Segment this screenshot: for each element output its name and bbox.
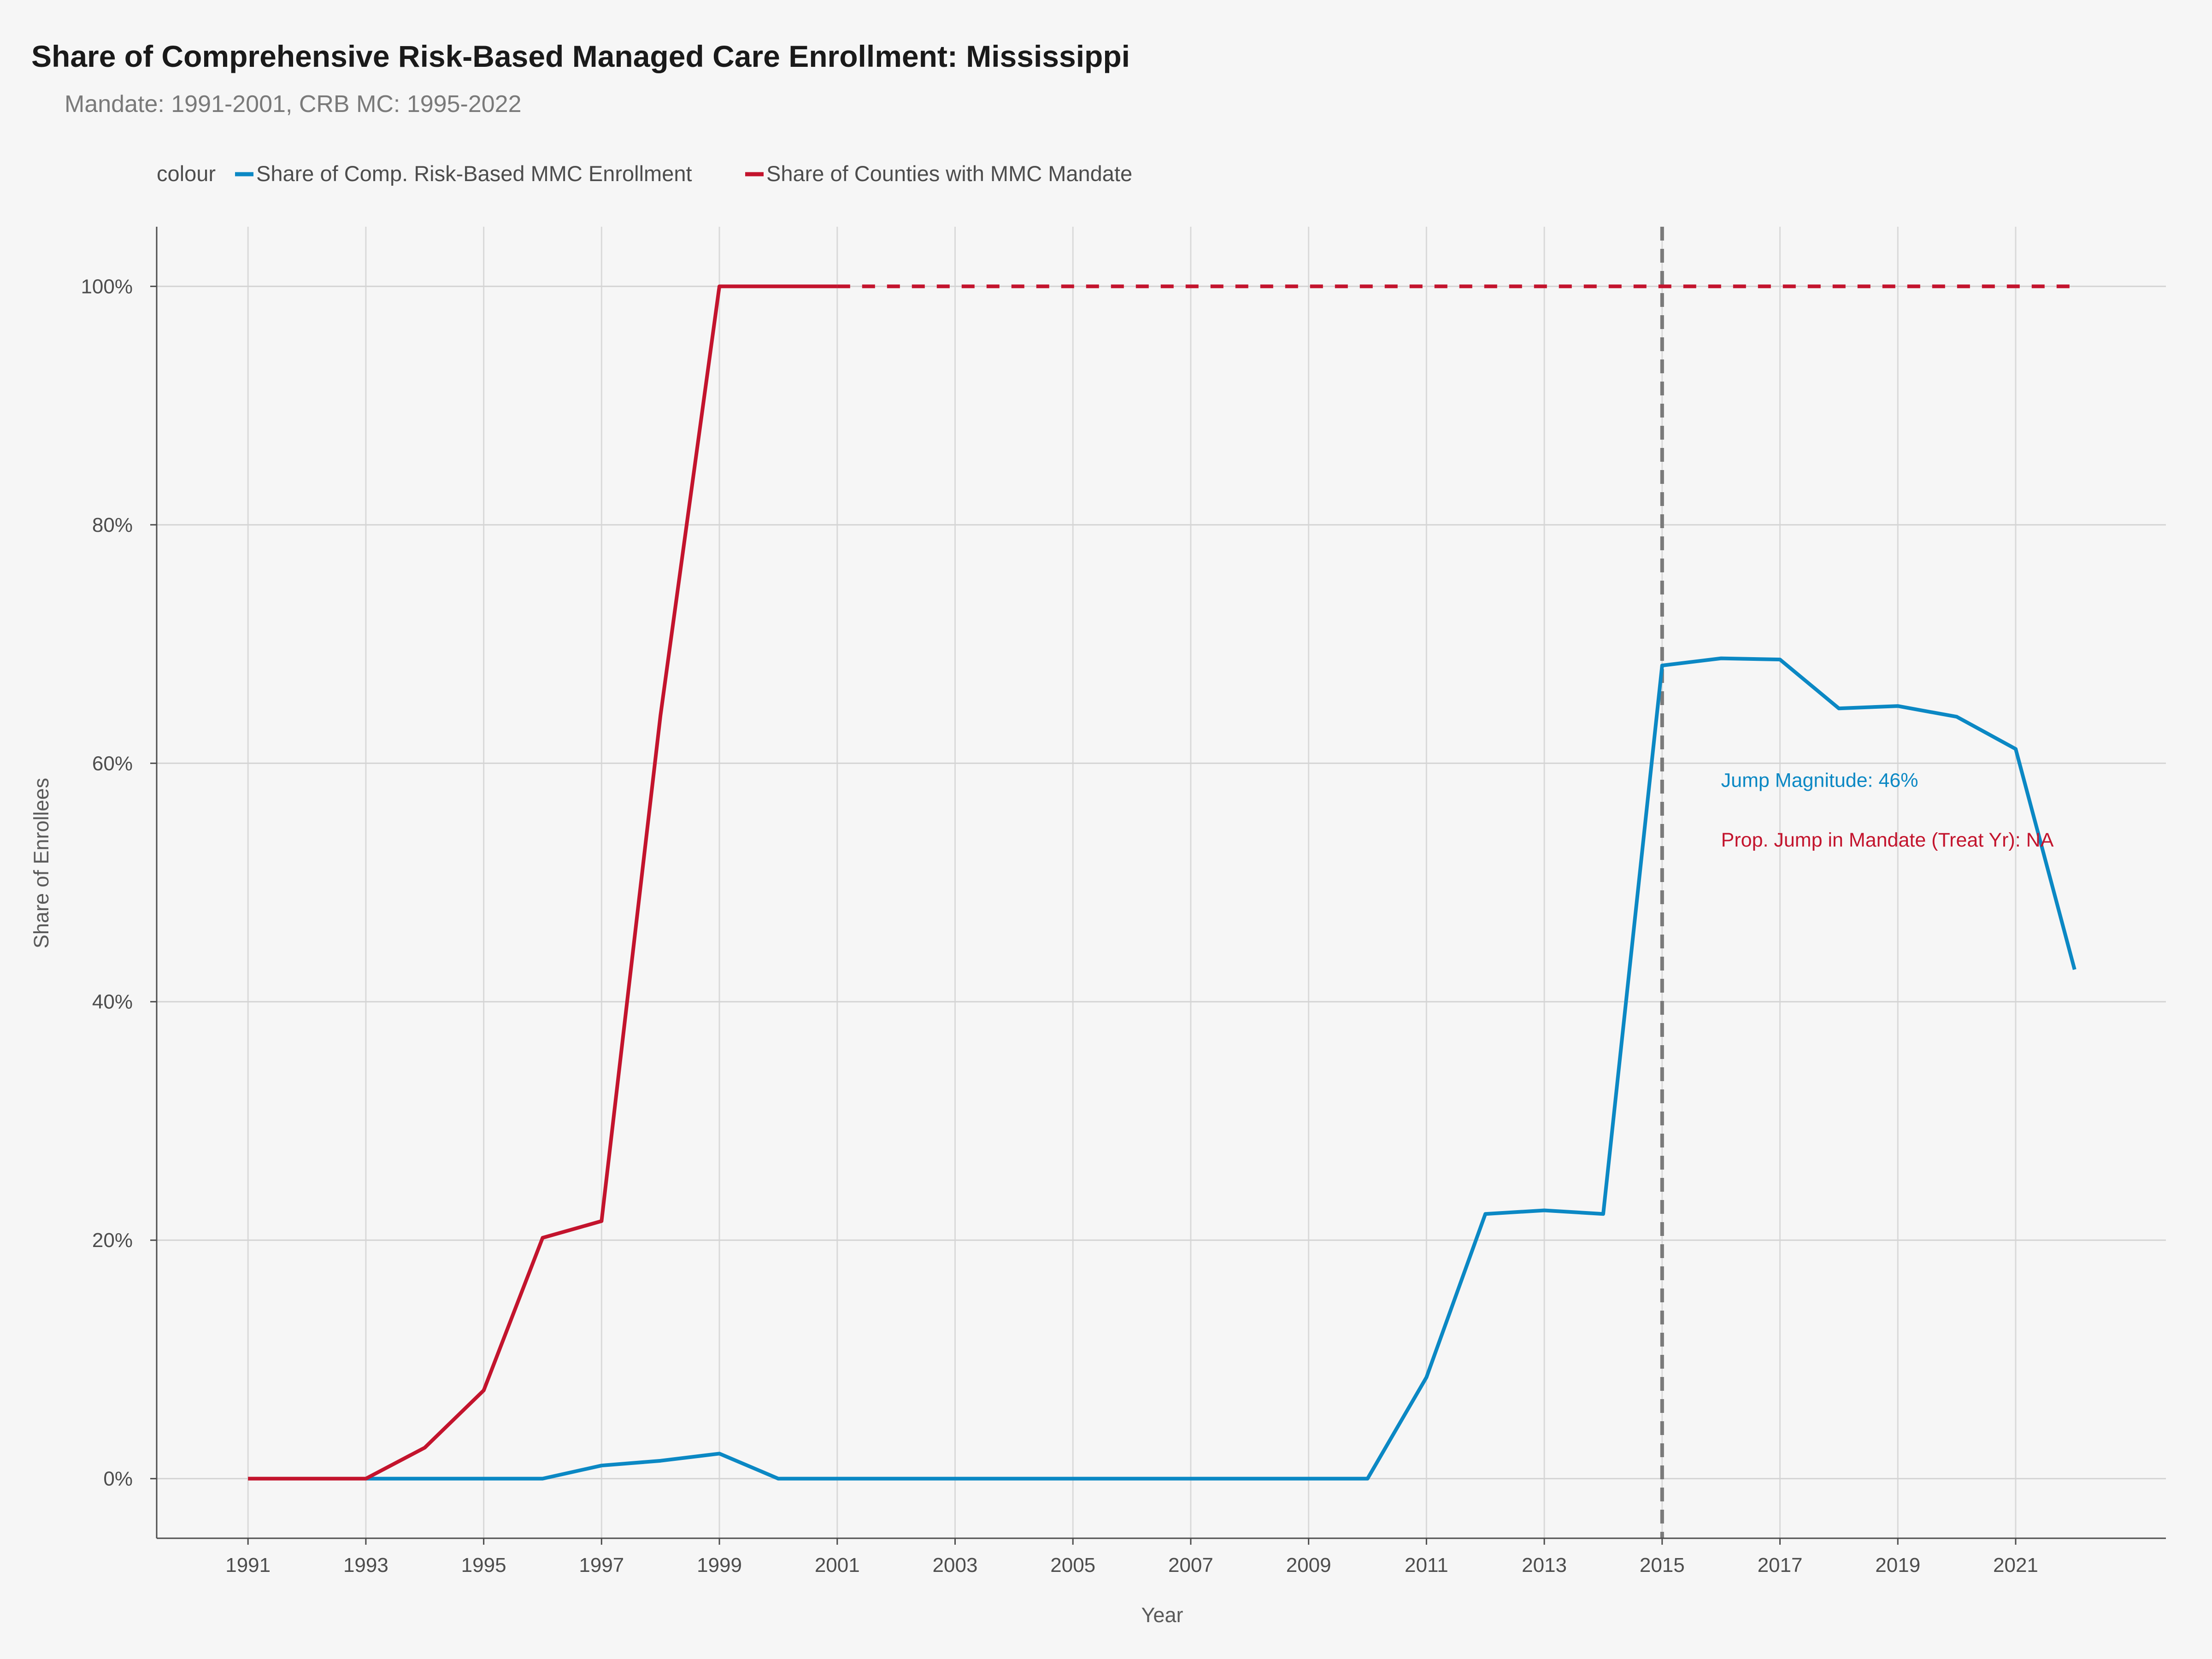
chart-title: Share of Comprehensive Risk-Based Manage…: [31, 39, 1130, 73]
x-tick-label: 1991: [225, 1554, 271, 1577]
x-tick-label: 2003: [933, 1554, 978, 1577]
x-tick-label: 2009: [1286, 1554, 1331, 1577]
legend: colour Share of Comp. Risk-Based MMC Enr…: [157, 161, 1132, 186]
annotations: Jump Magnitude: 46% Prop. Jump in Mandate…: [1721, 769, 2054, 851]
x-tick-label: 1997: [579, 1554, 624, 1577]
legend-title: colour: [157, 161, 216, 186]
x-tick-label: 2013: [1522, 1554, 1567, 1577]
annotation-0: Jump Magnitude: 46%: [1721, 769, 1918, 791]
legend-label-series-0: Share of Comp. Risk-Based MMC Enrollment: [256, 161, 692, 186]
x-tick-label: 2007: [1168, 1554, 1213, 1577]
y-tick-label: 0%: [103, 1468, 133, 1490]
y-axis-label: Share of Enrollees: [29, 778, 53, 948]
x-tick-label: 2011: [1405, 1554, 1448, 1577]
grid: [157, 227, 2166, 1538]
y-tick-label: 60%: [92, 752, 133, 775]
series-1-line: [248, 284, 837, 1481]
x-tick-label: 1993: [343, 1554, 388, 1577]
y-tick-label: 100%: [81, 275, 133, 298]
x-tick-label: 2019: [1875, 1554, 1920, 1577]
tick-labels: 1991 1993 1995 1997 1999 2001 2003 2005 2007 2009…: [81, 275, 2038, 1577]
series-group: [248, 284, 2077, 1481]
axes: [156, 227, 2166, 1539]
x-tick-label: 2001: [815, 1554, 860, 1577]
x-tick-label: 2005: [1050, 1554, 1095, 1577]
x-tick-label: 1995: [461, 1554, 506, 1577]
x-axis-label: Year: [1141, 1603, 1183, 1627]
legend-label-series-1: Share of Counties with MMC Mandate: [766, 161, 1132, 186]
annotation-1: Prop. Jump in Mandate (Treat Yr): NA: [1721, 829, 2054, 851]
y-tick-label: 40%: [92, 991, 133, 1013]
series-0-line: [365, 656, 2077, 1481]
x-tick-label: 2021: [1993, 1554, 2038, 1577]
chart-subtitle: Mandate: 1991-2001, CRB MC: 1995-2022: [65, 91, 522, 118]
x-tick-label: 1999: [697, 1554, 742, 1577]
y-tick-label: 80%: [92, 514, 133, 536]
y-tick-label: 20%: [92, 1229, 133, 1252]
x-tick-label: 2015: [1640, 1554, 1685, 1577]
x-tick-label: 2017: [1758, 1554, 1803, 1577]
